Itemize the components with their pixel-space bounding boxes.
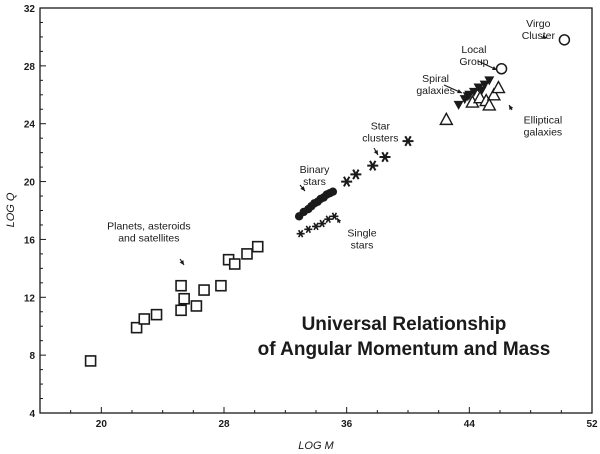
asterisk-point: [379, 151, 391, 163]
open-triangle-point: [439, 111, 454, 126]
asterisk-point: [350, 169, 362, 180]
y-tick-label: 24: [24, 120, 36, 131]
open-square-point: [178, 292, 190, 305]
open-square-point: [241, 248, 253, 260]
open-circle-point: [495, 63, 508, 75]
annotation-label: Single stars: [347, 228, 376, 252]
arrowhead: [542, 34, 547, 40]
arrowhead: [457, 89, 462, 94]
annotation-line: Binary: [300, 164, 331, 176]
arrowhead: [492, 66, 497, 71]
y-tick-label: 16: [24, 235, 36, 246]
open-square-point: [190, 300, 203, 312]
data-points-layer: [84, 34, 571, 367]
annotation-line: stars: [351, 240, 374, 252]
annotation-line: Star: [371, 121, 391, 133]
filled-triangle-down-point: [462, 92, 473, 102]
y-tick-label: 12: [24, 293, 36, 304]
x-tick-label: 52: [586, 419, 598, 430]
annotation-line: Elliptical: [524, 115, 563, 127]
y-tick-label: 8: [29, 351, 35, 362]
star-small-point: [324, 215, 333, 224]
arrowhead: [509, 105, 514, 110]
annotation-label: Elliptical galaxies: [524, 115, 563, 139]
filled-triangle-down-point: [479, 80, 490, 90]
filled-triangle-down-point: [468, 87, 479, 97]
open-square-point: [215, 279, 227, 292]
y-axis-label: LOG Q: [5, 192, 17, 227]
open-square-point: [175, 304, 187, 317]
y-tick-label: 28: [24, 62, 36, 73]
y-tick-label: 20: [24, 178, 36, 189]
annotation-line: and satellites: [118, 232, 179, 244]
star-small-point: [312, 222, 320, 231]
x-tick-label: 20: [96, 419, 108, 430]
filled-triangle-down-point: [476, 86, 487, 96]
annotation-line: Single: [347, 228, 376, 240]
annotation-label: Planets, asteroids and satellites: [107, 220, 190, 244]
star-small-point: [296, 229, 305, 238]
annotation-line: Virgo: [526, 18, 550, 30]
y-tick-label: 4: [29, 409, 35, 420]
annotation-label: Local Group: [459, 44, 488, 68]
star-small-point: [318, 219, 327, 228]
annotation-line: galaxies: [416, 85, 455, 97]
open-square-point: [130, 321, 143, 334]
arrowhead: [373, 150, 378, 155]
annotation-line: Group: [459, 56, 488, 68]
open-square-point: [138, 313, 151, 325]
open-square-point: [84, 355, 97, 367]
filled-triangle-down-point: [484, 76, 495, 86]
open-square-point: [198, 284, 210, 296]
axis-ticks-layer: 20 28 36 44 52 4 8 12 16 20 24 28 32: [24, 4, 598, 430]
chart-title: of Angular Momentum and Mass: [258, 339, 551, 360]
annotation-line: stars: [303, 176, 326, 188]
annotation-line: Cluster: [522, 30, 556, 42]
x-tick-label: 36: [341, 419, 353, 430]
arrowhead: [337, 218, 342, 223]
annotation-label: Binary stars: [300, 164, 331, 188]
x-axis-label: LOG M: [298, 440, 334, 452]
asterisk-point: [402, 135, 414, 147]
annotation-line: Planets, asteroids: [107, 220, 190, 232]
filled-triangle-down-point: [453, 100, 464, 110]
open-square-point: [150, 308, 163, 321]
open-triangle-point: [482, 97, 497, 111]
annotation-label: Virgo Cluster: [522, 18, 556, 42]
asterisk-point: [341, 176, 353, 187]
asterisk-point: [367, 160, 379, 171]
annotation-label: Spiral galaxies: [416, 73, 455, 97]
star-small-point: [304, 225, 313, 234]
open-square-point: [228, 258, 241, 270]
chart-title: Universal Relationship: [302, 314, 507, 335]
x-tick-label: 44: [464, 419, 476, 430]
open-triangle-point: [486, 87, 502, 101]
y-tick-label: 32: [24, 4, 36, 15]
annotation-arrows-layer: [179, 34, 548, 266]
arrowhead: [300, 186, 305, 191]
filled-circle-point: [328, 187, 338, 196]
annotation-label: Star clusters: [362, 121, 398, 145]
open-square-point: [251, 240, 264, 253]
open-square-point: [175, 279, 187, 292]
open-circle-point: [558, 34, 571, 46]
open-triangle-point: [491, 80, 506, 94]
x-tick-label: 28: [218, 419, 230, 430]
arrowhead: [179, 260, 184, 265]
star-small-point: [330, 212, 339, 221]
annotation-line: Local: [461, 44, 486, 56]
annotation-line: clusters: [362, 133, 398, 145]
annotation-line: Spiral: [422, 73, 449, 85]
annotation-line: galaxies: [524, 127, 563, 139]
